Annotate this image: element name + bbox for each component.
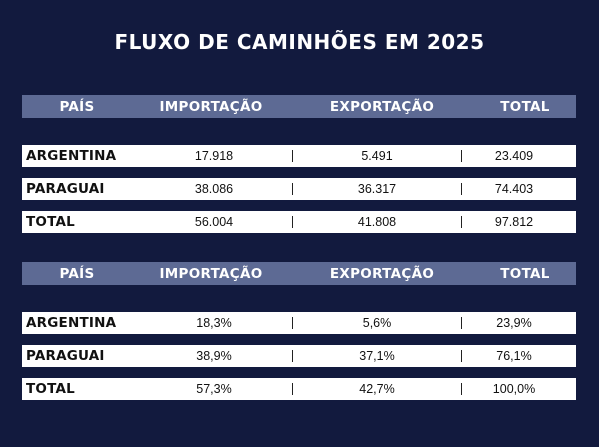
table-row: PARAGUAI 38.086 36.317 74.403 (22, 178, 576, 200)
trucks-percent-table: PAÍS IMPORTAÇÃO EXPORTAÇÃO TOTAL ARGENTI… (22, 262, 576, 400)
row-country: PARAGUAI (26, 181, 105, 197)
header-export: EXPORTAÇÃO (329, 265, 435, 282)
column-divider (292, 383, 293, 395)
table-header: PAÍS IMPORTAÇÃO EXPORTAÇÃO TOTAL (22, 95, 576, 118)
header-country: PAÍS (59, 98, 95, 115)
header-import: IMPORTAÇÃO (159, 265, 263, 282)
column-divider (292, 150, 293, 162)
row-export: 41.808 (357, 215, 397, 229)
row-import: 57,3% (196, 382, 232, 396)
row-import: 38.086 (194, 182, 234, 196)
column-divider (292, 350, 293, 362)
row-import: 18,3% (196, 316, 232, 330)
table-row-total: TOTAL 57,3% 42,7% 100,0% (22, 378, 576, 400)
table-row: ARGENTINA 17.918 5.491 23.409 (22, 145, 576, 167)
row-total: 23,9% (496, 316, 532, 330)
column-divider (461, 317, 462, 329)
row-export: 37,1% (359, 349, 395, 363)
header-import: IMPORTAÇÃO (159, 98, 263, 115)
header-country: PAÍS (59, 265, 95, 282)
row-total: 97.812 (494, 215, 534, 229)
page-title: FLUXO DE CAMINHÕES EM 2025 (114, 30, 485, 54)
row-country: ARGENTINA (26, 148, 117, 164)
header-total: TOTAL (500, 98, 550, 115)
row-total: 100,0% (492, 382, 536, 396)
trucks-count-table: PAÍS IMPORTAÇÃO EXPORTAÇÃO TOTAL ARGENTI… (22, 95, 576, 233)
row-export: 42,7% (359, 382, 395, 396)
row-export: 5.491 (361, 149, 393, 163)
row-total: 23.409 (494, 149, 534, 163)
row-import: 38,9% (196, 349, 232, 363)
row-export: 36.317 (357, 182, 397, 196)
column-divider (292, 216, 293, 228)
row-country: PARAGUAI (26, 348, 105, 364)
column-divider (461, 150, 462, 162)
column-divider (461, 383, 462, 395)
column-divider (461, 216, 462, 228)
header-total: TOTAL (500, 265, 550, 282)
table-header: PAÍS IMPORTAÇÃO EXPORTAÇÃO TOTAL (22, 262, 576, 285)
row-export: 5,6% (362, 316, 392, 330)
row-country: TOTAL (26, 214, 75, 230)
row-total: 76,1% (496, 349, 532, 363)
row-import: 17.918 (194, 149, 234, 163)
table-row: PARAGUAI 38,9% 37,1% 76,1% (22, 345, 576, 367)
row-country: ARGENTINA (26, 315, 117, 331)
column-divider (461, 183, 462, 195)
table-row: ARGENTINA 18,3% 5,6% 23,9% (22, 312, 576, 334)
column-divider (292, 317, 293, 329)
row-import: 56.004 (194, 215, 234, 229)
header-export: EXPORTAÇÃO (329, 98, 435, 115)
table-row-total: TOTAL 56.004 41.808 97.812 (22, 211, 576, 233)
column-divider (292, 183, 293, 195)
column-divider (461, 350, 462, 362)
row-total: 74.403 (494, 182, 534, 196)
row-country: TOTAL (26, 381, 75, 397)
